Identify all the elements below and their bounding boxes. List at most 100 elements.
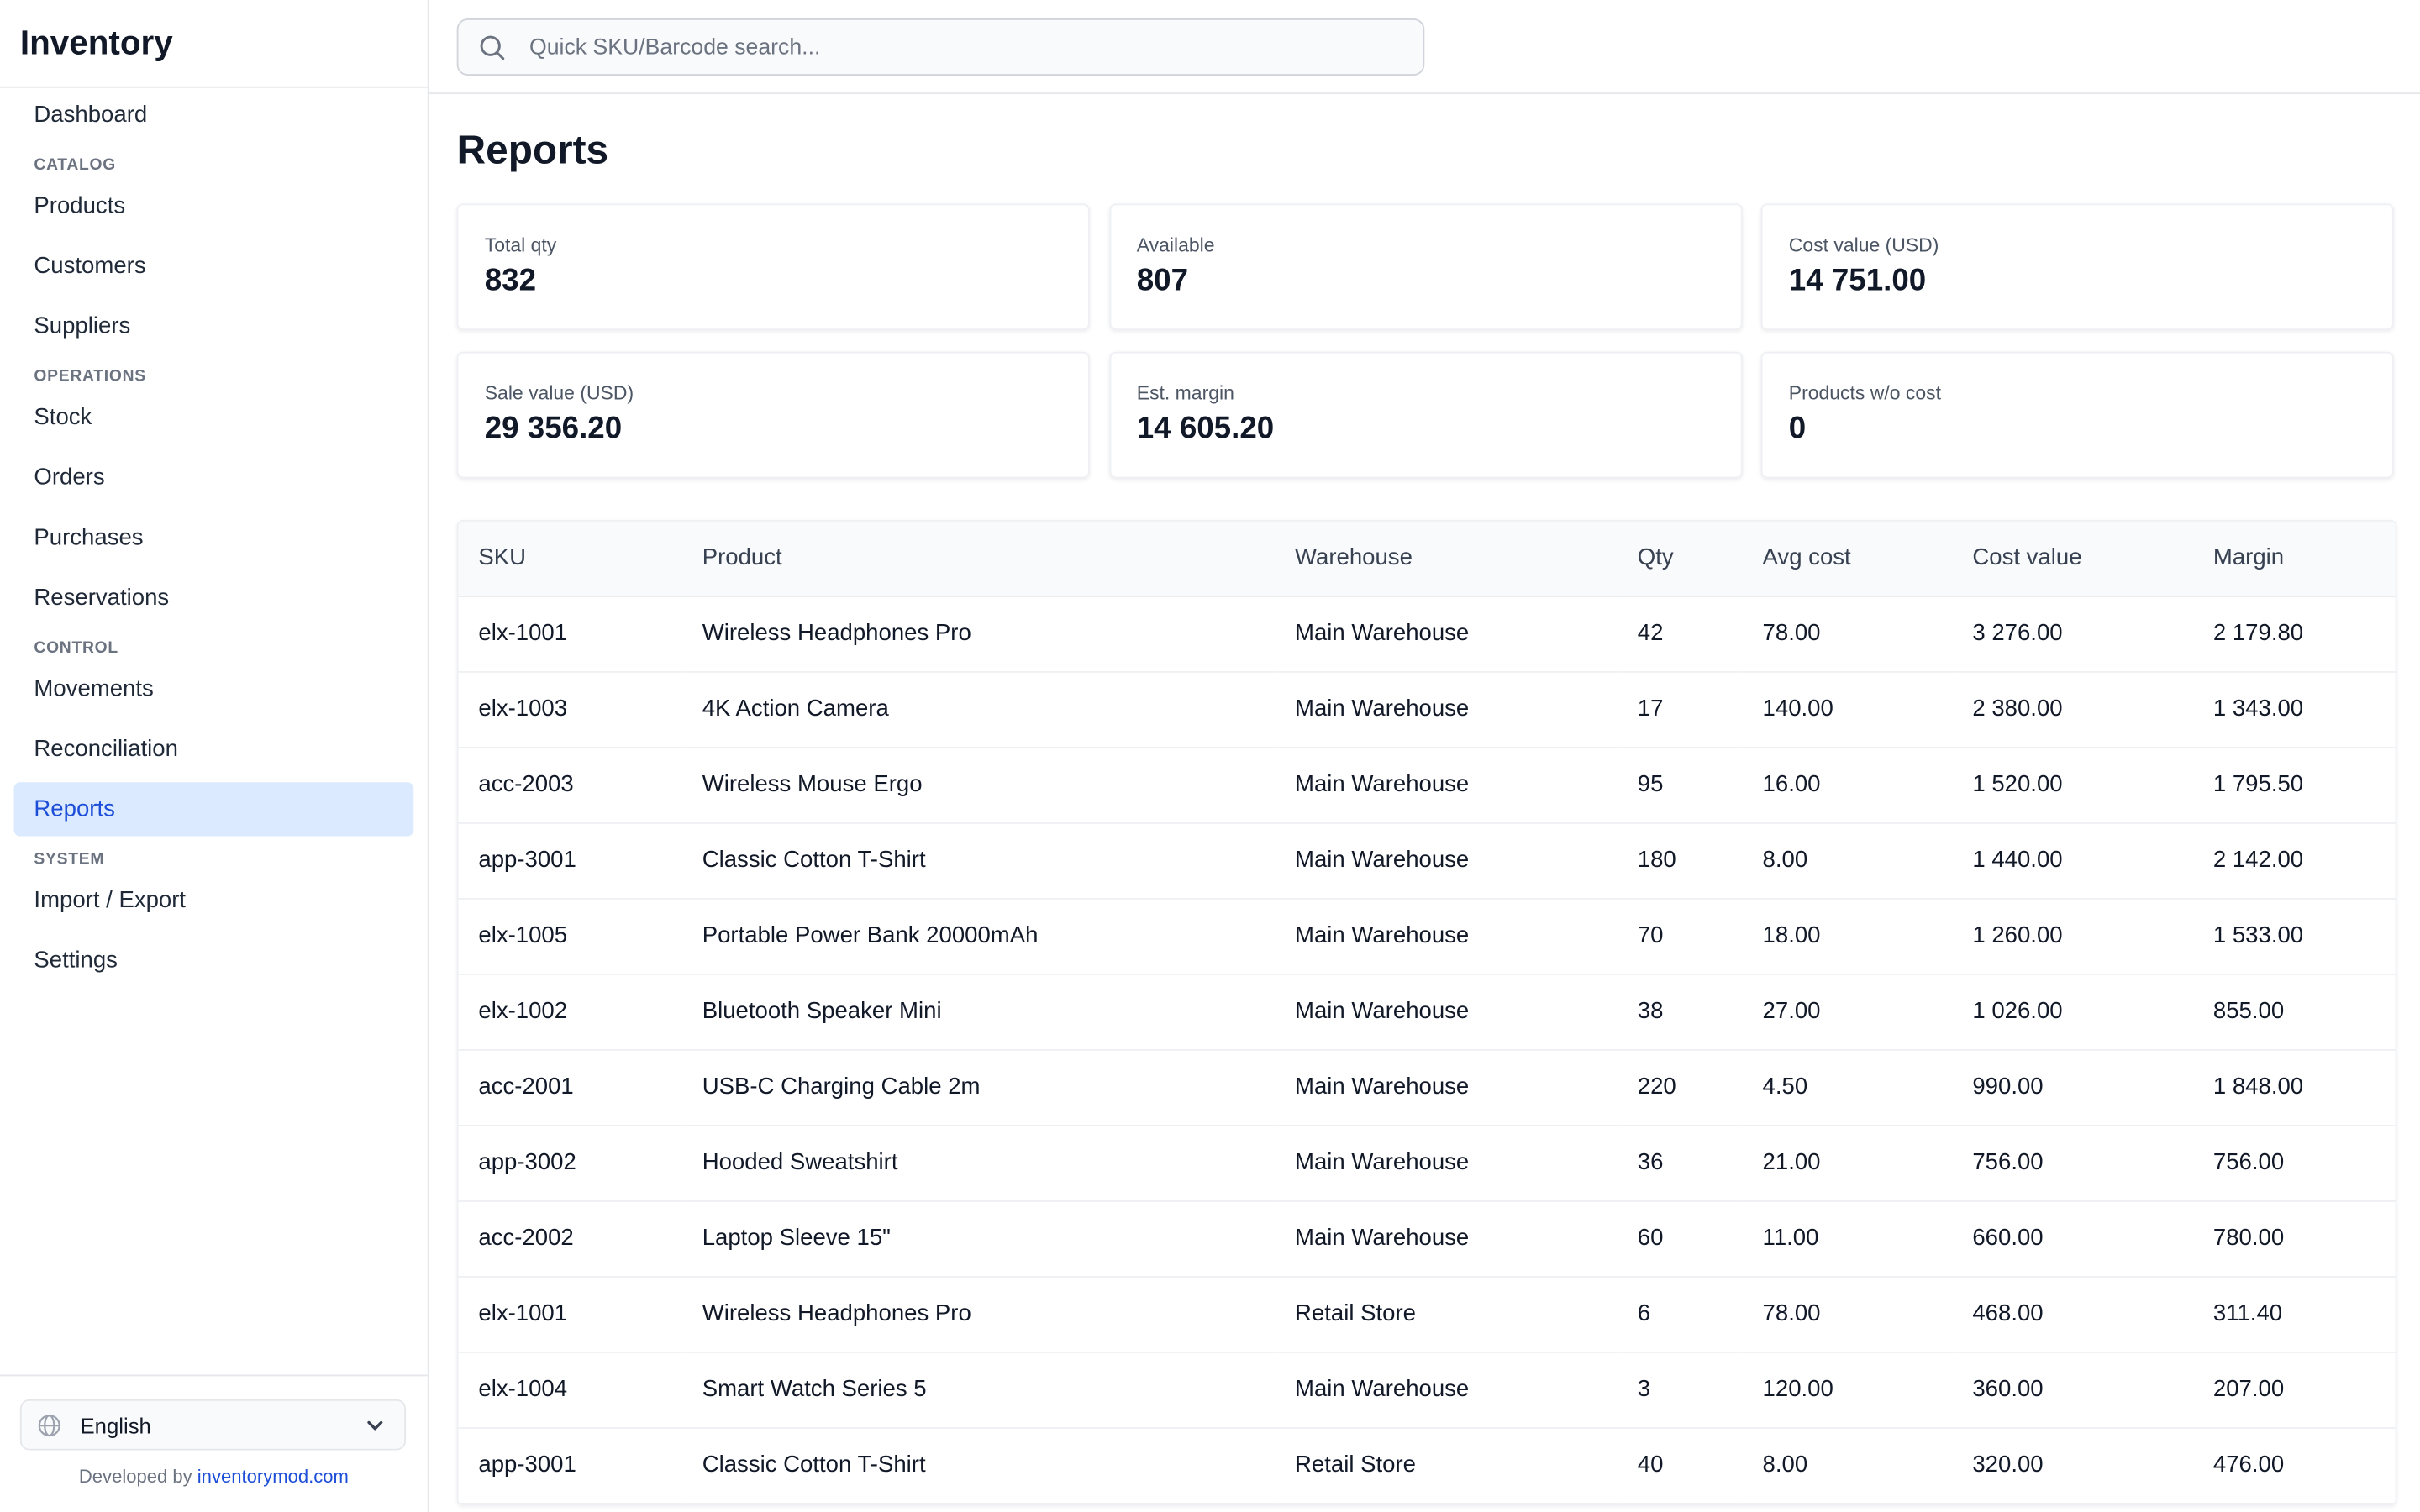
table-cell: 220	[1617, 1048, 1743, 1126]
sidebar-item-customers[interactable]: Customers	[14, 239, 414, 293]
sidebar-item-label: Import / Export	[34, 887, 187, 914]
table-cell: Main Warehouse	[1275, 973, 1618, 1050]
table-row[interactable]: elx-1002 Bluetooth Speaker Mini Main Wareh…	[458, 973, 2396, 1050]
table-cell: 95	[1617, 746, 1743, 823]
stat-value: 0	[1788, 412, 1807, 446]
table-row[interactable]: elx-1004 Smart Watch Series 5 Main Warehou…	[458, 1351, 2396, 1428]
table-cell: Classic Cotton T-Shirt	[681, 822, 1276, 899]
search-box	[456, 18, 1425, 76]
stat-value: 14 605.20	[1136, 412, 1275, 446]
column-header[interactable]: Warehouse	[1275, 521, 1618, 596]
table-cell: 756.00	[1952, 1124, 2194, 1201]
sidebar-item-orders[interactable]: Orders	[14, 450, 414, 504]
sidebar-item-settings[interactable]: Settings	[14, 933, 414, 987]
sidebar-item-suppliers[interactable]: Suppliers	[14, 299, 414, 353]
table-cell: 207.00	[2193, 1351, 2396, 1428]
sidebar-item-dashboard[interactable]: Dashboard	[14, 88, 414, 142]
table-row[interactable]: elx-1001 Wireless Headphones Pro Retail St…	[458, 1275, 2396, 1352]
table-cell: 311.40	[2193, 1275, 2396, 1352]
table-cell: 140.00	[1742, 670, 1953, 748]
table-cell: 660.00	[1952, 1200, 2194, 1277]
stat-card: Available 807	[1108, 203, 1742, 331]
table-cell: Wireless Headphones Pro	[681, 1275, 1276, 1352]
sidebar-item-label: Dashboard	[34, 102, 148, 129]
sidebar-item-label: Settings	[34, 947, 118, 974]
sidebar-section-system: SYSTEM	[34, 850, 105, 869]
table-row[interactable]: elx-1005 Portable Power Bank 20000mAh Main…	[458, 897, 2396, 974]
table-row[interactable]: app-3001 Classic Cotton T-Shirt Main Wareh…	[458, 822, 2396, 899]
stat-value: 29 356.20	[484, 412, 623, 446]
table-cell: 3 276.00	[1952, 595, 2194, 672]
table-cell: app-3001	[458, 822, 682, 899]
sidebar-item-label: Customers	[34, 253, 146, 280]
table-cell: 1 260.00	[1952, 897, 2194, 974]
sidebar-item-purchases[interactable]: Purchases	[14, 511, 414, 564]
table-cell: Retail Store	[1275, 1275, 1618, 1352]
table-cell: Bluetooth Speaker Mini	[681, 973, 1276, 1050]
column-header[interactable]: Avg cost	[1742, 521, 1953, 596]
column-header[interactable]: SKU	[458, 521, 682, 596]
table-cell: 27.00	[1742, 973, 1953, 1050]
sidebar-item-import-export[interactable]: Import / Export	[14, 874, 414, 927]
table-cell: 17	[1617, 670, 1743, 748]
table-row[interactable]: elx-1001 Wireless Headphones Pro Main Ware…	[458, 595, 2396, 672]
sidebar-item-label: Movements	[34, 675, 154, 702]
sidebar-nav: Dashboard CATALOG Products Customers Supplie…	[0, 88, 428, 988]
table-cell: 3	[1617, 1351, 1743, 1428]
table-row[interactable]: elx-1003 4K Action Camera Main Warehouse 17…	[458, 670, 2396, 748]
sidebar-item-reconciliation[interactable]: Reconciliation	[14, 722, 414, 776]
table-cell: 1 533.00	[2193, 897, 2396, 974]
sidebar-section-control: CONTROL	[34, 638, 118, 658]
table-row[interactable]: acc-2003 Wireless Mouse Ergo Main Warehous…	[458, 746, 2396, 823]
sidebar-item-reports[interactable]: Reports	[13, 782, 414, 837]
table-cell: 11.00	[1742, 1200, 1953, 1277]
sidebar-item-stock[interactable]: Stock	[14, 391, 414, 444]
sidebar-footer: English Developed by inventorymod.com	[0, 1374, 428, 1512]
table-cell: 990.00	[1952, 1048, 2194, 1126]
table-cell: acc-2003	[458, 746, 682, 823]
stats-grid: Total qty 832 Available 807 Cost value (USD)…	[456, 203, 2394, 479]
table-cell: USB-C Charging Cable 2m	[681, 1048, 1276, 1126]
table-row[interactable]: acc-2001 USB-C Charging Cable 2m Main Ware…	[458, 1048, 2396, 1126]
table-cell: 38	[1617, 973, 1743, 1050]
column-header[interactable]: Qty	[1617, 521, 1743, 596]
sidebar-item-label: Reservations	[34, 585, 170, 612]
stat-card: Products w/o cost 0	[1760, 351, 2394, 479]
stat-card: Sale value (USD) 29 356.20	[456, 351, 1090, 479]
stat-card: Total qty 832	[456, 203, 1090, 331]
table-cell: acc-2002	[458, 1200, 682, 1277]
table-cell: 4K Action Camera	[681, 670, 1276, 748]
stat-label: Est. margin	[1136, 382, 1234, 405]
table-cell: acc-2001	[458, 1048, 682, 1126]
table-cell: 2 142.00	[2193, 822, 2396, 899]
table-row[interactable]: acc-2002 Laptop Sleeve 15" Main Warehouse 6…	[458, 1200, 2396, 1277]
sidebar-item-movements[interactable]: Movements	[14, 662, 414, 716]
sidebar-item-reservations[interactable]: Reservations	[14, 571, 414, 625]
language-select-value: English	[80, 1412, 151, 1437]
table-cell: elx-1003	[458, 670, 682, 748]
sidebar-item-label: Stock	[34, 404, 92, 431]
table-row[interactable]: app-3002 Hooded Sweatshirt Main Warehouse 3…	[458, 1124, 2396, 1201]
search-input[interactable]	[526, 33, 1397, 61]
stat-card: Cost value (USD) 14 751.00	[1760, 203, 2394, 331]
table-cell: elx-1001	[458, 595, 682, 672]
sidebar-section-operations: OPERATIONS	[34, 367, 146, 386]
table-cell: 476.00	[2193, 1426, 2396, 1504]
language-select[interactable]: English	[19, 1399, 407, 1451]
sidebar-item-label: Reconciliation	[34, 736, 178, 763]
table-cell: 468.00	[1952, 1275, 2194, 1352]
table-cell: 2 179.80	[2193, 595, 2396, 672]
table-cell: Main Warehouse	[1275, 897, 1618, 974]
table-cell: 42	[1617, 595, 1743, 672]
sidebar-item-label: Orders	[34, 464, 105, 491]
column-header[interactable]: Margin	[2193, 521, 2396, 596]
table-cell: 21.00	[1742, 1124, 1953, 1201]
table-row[interactable]: app-3001 Classic Cotton T-Shirt Retail Sto…	[458, 1426, 2396, 1504]
developer-credit-link[interactable]: inventorymod.com	[197, 1465, 349, 1488]
column-header[interactable]: Product	[681, 521, 1276, 596]
stat-value: 832	[484, 264, 537, 298]
sidebar-item-products[interactable]: Products	[14, 179, 414, 233]
table-cell: 78.00	[1742, 1275, 1953, 1352]
column-header[interactable]: Cost value	[1952, 521, 2194, 596]
